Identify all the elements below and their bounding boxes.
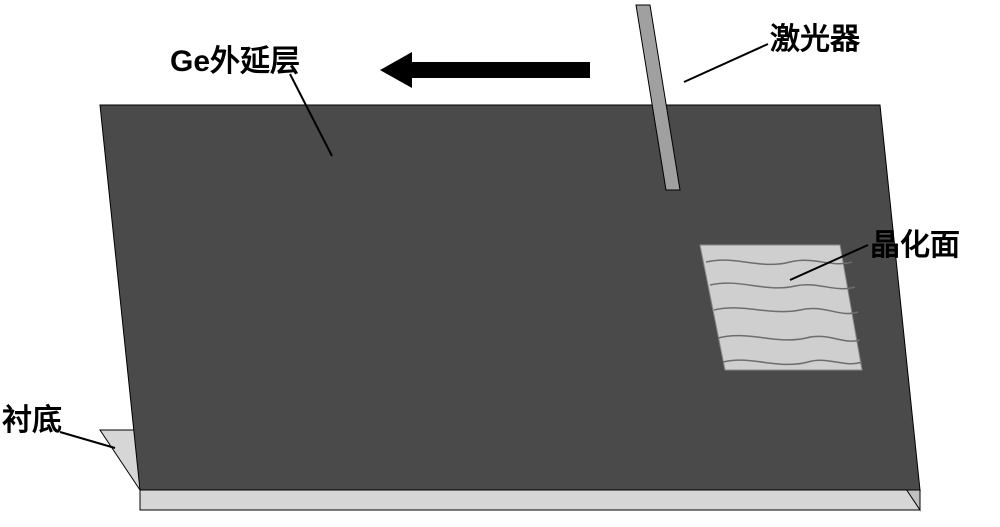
substrate-front — [140, 490, 920, 510]
scan-arrow-shaft — [412, 62, 590, 78]
ge-layer-label: Ge外延层 — [170, 36, 300, 80]
scan-arrow — [380, 52, 590, 88]
substrate-label: 衬底 — [2, 395, 62, 439]
scan-arrow-head — [380, 52, 412, 88]
diagram-stage: Ge外延层 激光器 晶化面 衬底 — [0, 0, 1000, 527]
pointer-laser — [684, 44, 768, 82]
crystal-face-label: 晶化面 — [870, 220, 960, 264]
scene-svg — [0, 0, 1000, 527]
laser-label: 激光器 — [770, 14, 860, 58]
